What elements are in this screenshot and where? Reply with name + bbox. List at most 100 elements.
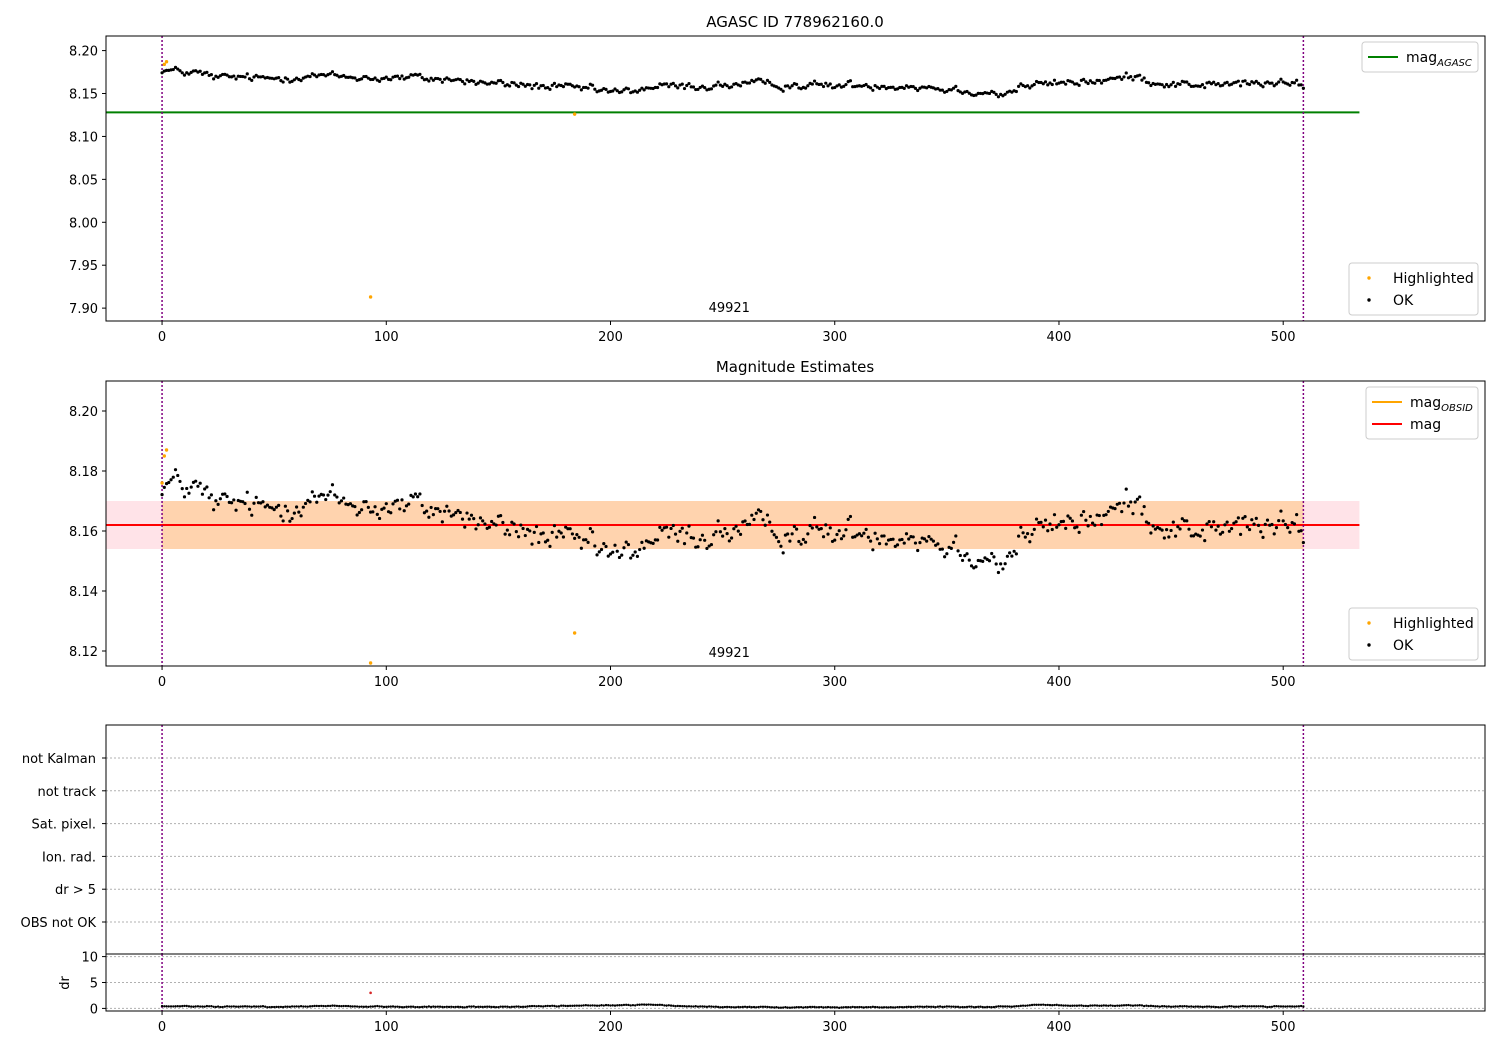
dr-point <box>326 1004 330 1008</box>
ok-point <box>974 565 978 569</box>
x-tick-label: 200 <box>598 675 623 690</box>
ok-point <box>465 511 469 515</box>
dr-point <box>1250 1005 1254 1008</box>
ok-point <box>537 540 541 545</box>
dr-point <box>1080 1004 1083 1007</box>
dr-point <box>600 1004 603 1007</box>
dr-point <box>808 1005 812 1009</box>
dr-point <box>676 1004 679 1008</box>
ok-point <box>422 511 426 515</box>
dr-point <box>512 1005 516 1008</box>
ok-point <box>866 535 870 539</box>
ok-point <box>1245 525 1249 529</box>
dr-point <box>515 1005 518 1008</box>
dr-point <box>694 1005 697 1008</box>
dr-point <box>1046 1003 1049 1007</box>
dr-point <box>1149 1004 1153 1008</box>
dr-point <box>400 1006 404 1009</box>
ok-point <box>250 513 254 517</box>
ok-point <box>669 526 673 531</box>
ok-point <box>566 82 570 86</box>
ok-point <box>1149 531 1153 535</box>
dr-point <box>716 1005 720 1009</box>
dr-point <box>546 1004 549 1008</box>
ok-point <box>667 535 671 539</box>
ok-point <box>721 84 725 89</box>
ok-point <box>389 511 393 515</box>
dr-point <box>355 1005 359 1008</box>
ok-point <box>821 535 826 539</box>
dr-point <box>255 1005 258 1008</box>
x-tick-label: 200 <box>598 1020 623 1035</box>
ok-point <box>812 515 817 520</box>
dr-point <box>1116 1004 1119 1007</box>
dr-point <box>905 1005 908 1009</box>
ok-point <box>1025 532 1030 536</box>
ok-point <box>1252 522 1256 526</box>
ok-point <box>1052 78 1057 82</box>
ok-point <box>546 538 550 542</box>
ok-point <box>660 528 664 532</box>
ok-point <box>1099 81 1104 85</box>
ok-point <box>611 550 615 554</box>
ok-point <box>247 77 252 81</box>
dr-point <box>1138 1004 1141 1007</box>
dr-point <box>566 1004 570 1008</box>
dr-point <box>542 1005 545 1008</box>
dr-point <box>528 1005 531 1008</box>
dr-point <box>1205 1005 1209 1008</box>
dr-point <box>1163 1005 1166 1008</box>
dr-point <box>1113 1004 1117 1008</box>
ok-point <box>797 539 801 544</box>
ok-point <box>1221 530 1225 534</box>
ok-point <box>945 552 949 556</box>
dr-point <box>360 1005 363 1008</box>
dr-point <box>1284 1005 1287 1008</box>
ok-point <box>1185 80 1189 84</box>
y-tick-label: 5 <box>90 977 98 992</box>
ok-point <box>907 537 911 541</box>
ok-point <box>671 523 675 528</box>
ok-point <box>779 87 783 91</box>
ok-point <box>207 496 211 500</box>
ok-point <box>1008 551 1012 555</box>
dr-point <box>656 1003 659 1007</box>
ok-point <box>272 507 276 512</box>
dr-point <box>797 1006 801 1009</box>
ok-point <box>274 505 279 509</box>
dr-point <box>1120 1004 1123 1007</box>
ok-point <box>187 72 191 76</box>
dr-point <box>494 1005 498 1009</box>
dr-point <box>1147 1004 1150 1008</box>
ok-point <box>900 537 904 542</box>
dr-point <box>564 1004 567 1008</box>
dr-point <box>712 1005 715 1009</box>
ok-point <box>1277 519 1281 523</box>
ok-point <box>1250 518 1254 522</box>
dr-point <box>595 1004 599 1007</box>
dr-point <box>669 1004 673 1007</box>
ok-point <box>503 532 507 536</box>
ok-point <box>377 516 382 521</box>
ok-point <box>714 83 718 87</box>
dr-point <box>320 1004 323 1008</box>
highlighted-point <box>368 661 373 665</box>
ok-point <box>676 539 680 543</box>
ok-point <box>575 533 579 537</box>
dr-point <box>1241 1004 1245 1008</box>
dr-point <box>968 1005 971 1008</box>
dr-point <box>692 1005 695 1008</box>
ok-point <box>824 81 828 85</box>
flag-category-label: not Kalman <box>22 752 96 767</box>
dr-point <box>185 1004 188 1008</box>
dr-point <box>862 1006 866 1009</box>
dr-point <box>456 1005 460 1009</box>
dr-point <box>1279 1005 1283 1008</box>
dr-point <box>481 1005 484 1009</box>
x-tick-label: 500 <box>1271 1020 1296 1035</box>
ok-point <box>1120 510 1124 514</box>
ok-point <box>360 508 364 512</box>
ok-point <box>427 79 431 83</box>
ok-point <box>389 78 393 82</box>
obsid-annotation: 49921 <box>709 301 750 316</box>
